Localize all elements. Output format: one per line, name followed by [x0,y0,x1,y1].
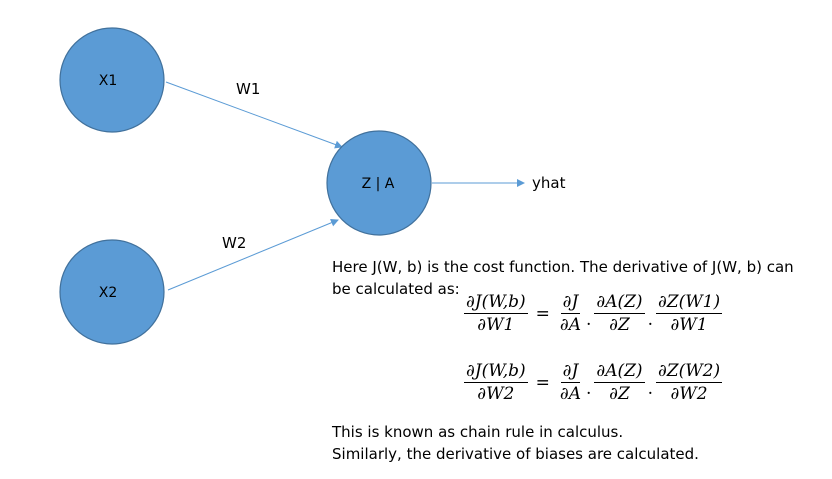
eq2-f2-num: ∂A(Z) [594,361,645,383]
eq2-f3-num: ∂Z(W2) [655,361,723,383]
eq2-factor1: ∂J ∂A [558,361,583,404]
eq2-equals: = [535,372,550,393]
node-x1-label: X1 [99,73,118,89]
eq2-lhs: ∂J(W,b) ∂W2 [464,361,528,404]
eq1-dot2: . [647,309,653,330]
node-z-label: Z | A [362,176,395,192]
conclusion-line-2: Similarly, the derivative of biases are … [332,445,699,463]
eq2-factor3: ∂Z(W2) ∂W2 [655,361,723,404]
eq2-f1-den: ∂A [559,384,581,404]
eq1-f2-num: ∂A(Z) [594,292,645,314]
eq1-factor1: ∂J ∂A [558,292,583,335]
output-label: yhat [532,174,566,192]
eq1-f1-den: ∂A [559,315,581,335]
equation-w2: ∂J(W,b) ∂W2 = ∂J ∂A . ∂A(Z) ∂Z . ∂Z(W2) … [462,361,724,404]
eq1-f3-num: ∂Z(W1) [655,292,723,314]
edge-w1-label: W1 [236,80,260,98]
eq1-f2-den: ∂Z [609,315,630,335]
eq1-lhs-den: ∂W1 [477,315,515,335]
eq2-factor2: ∂A(Z) ∂Z [594,361,645,404]
node-x2-label: X2 [99,285,118,301]
eq2-dot2: . [647,378,653,399]
eq1-equals: = [535,303,550,324]
eq2-lhs-den: ∂W2 [477,384,515,404]
eq2-f2-den: ∂Z [609,384,630,404]
eq1-lhs: ∂J(W,b) ∂W1 [464,292,528,335]
edge-w1 [165,81,343,149]
edge-w2 [167,218,339,291]
node-x2 [59,239,165,345]
eq1-factor2: ∂A(Z) ∂Z [594,292,645,335]
eq2-f1-num: ∂J [560,361,581,383]
intro-text: Here J(W, b) is the cost function. The d… [332,258,794,298]
eq2-lhs-num: ∂J(W,b) [464,361,528,383]
eq1-dot1: . [586,309,592,330]
conclusion-text: This is known as chain rule in calculus.… [332,421,812,465]
conclusion-line-1: This is known as chain rule in calculus. [332,423,624,441]
eq1-f3-den: ∂W1 [670,315,708,335]
eq1-lhs-num: ∂J(W,b) [464,292,528,314]
eq2-f3-den: ∂W2 [670,384,708,404]
edge-w2-label: W2 [222,234,246,252]
node-z [326,130,432,236]
equation-w1: ∂J(W,b) ∂W1 = ∂J ∂A . ∂A(Z) ∂Z . ∂Z(W1) … [462,292,724,335]
eq2-dot1: . [586,378,592,399]
node-x1 [59,27,165,133]
eq1-f1-num: ∂J [560,292,581,314]
eq1-factor3: ∂Z(W1) ∂W1 [655,292,723,335]
